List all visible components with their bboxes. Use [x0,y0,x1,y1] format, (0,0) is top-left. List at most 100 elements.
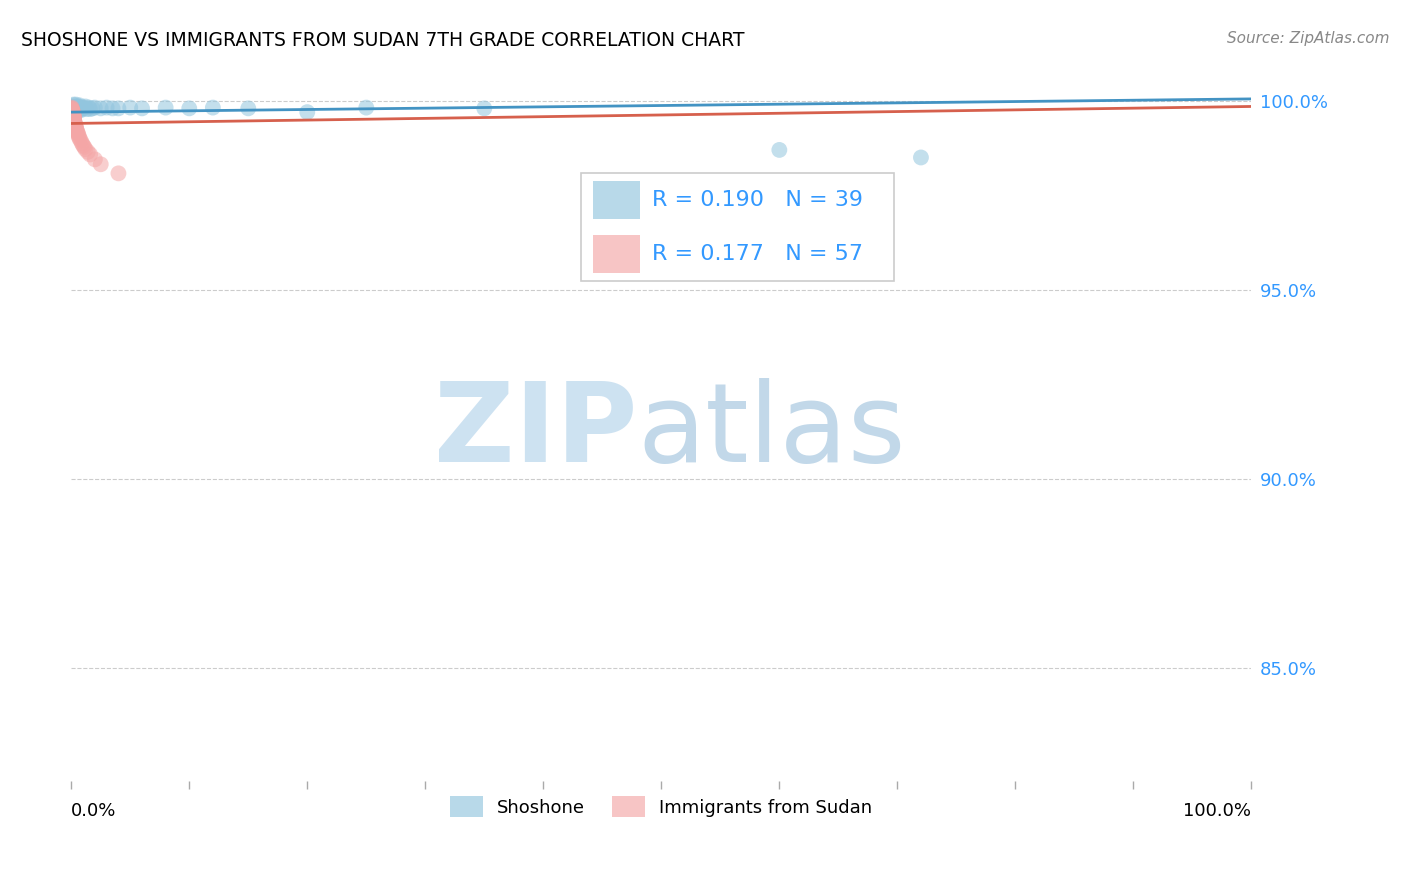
Point [60,104,83,119]
Point [69,133,91,147]
Point [131,101,153,115]
Point [82,101,104,115]
FancyBboxPatch shape [593,235,640,273]
Point [60,104,83,119]
Point [60,102,83,116]
Point [69,100,91,114]
Point [69,131,91,145]
Point [75,142,97,156]
Point [65,120,87,135]
Point [60,102,83,116]
Point [60,103,83,118]
Point [297,105,319,120]
Point [238,101,260,115]
Text: atlas: atlas [638,378,907,485]
Point [107,166,129,180]
Point [60,101,83,115]
Point [63,112,86,127]
Text: SHOSHONE VS IMMIGRANTS FROM SUDAN 7TH GRADE CORRELATION CHART: SHOSHONE VS IMMIGRANTS FROM SUDAN 7TH GR… [21,31,745,50]
Point [70,102,93,116]
Point [62,109,84,123]
Point [76,102,98,116]
Point [70,136,93,150]
Point [67,129,90,144]
Point [69,103,91,118]
Point [73,101,96,115]
Point [65,101,87,115]
Point [69,98,91,112]
Point [62,106,84,120]
Point [60,105,83,120]
Point [60,103,83,118]
FancyBboxPatch shape [581,173,894,281]
Point [62,97,84,112]
Point [60,101,83,115]
Point [75,99,97,113]
Text: ZIP: ZIP [434,378,638,485]
Point [356,101,378,115]
Point [62,107,84,121]
Point [62,108,84,122]
Point [73,140,96,154]
Point [77,101,100,115]
Text: 0.0%: 0.0% [72,802,117,820]
Legend: Shoshone, Immigrants from Sudan: Shoshone, Immigrants from Sudan [443,789,880,824]
Point [67,128,90,142]
Point [62,106,84,120]
Point [63,114,86,128]
Point [472,101,495,115]
Point [155,101,177,115]
Point [66,125,89,139]
Point [67,101,90,115]
Point [72,101,94,115]
Text: R = 0.177   N = 57: R = 0.177 N = 57 [652,244,863,264]
Point [101,101,124,115]
Point [120,101,142,115]
Point [62,111,84,125]
Point [63,116,86,130]
Point [83,101,105,115]
Point [63,117,86,131]
Point [79,147,101,161]
Point [62,103,84,118]
Point [62,99,84,113]
Point [90,157,112,171]
Point [62,110,84,124]
Point [63,113,86,128]
Point [63,103,86,118]
Point [66,126,89,140]
Point [62,109,84,123]
Text: Source: ZipAtlas.com: Source: ZipAtlas.com [1226,31,1389,46]
Point [65,97,87,112]
Text: 100.0%: 100.0% [1184,802,1251,820]
Point [65,123,87,137]
Point [63,116,86,130]
Point [63,111,86,125]
Point [62,104,84,119]
Point [72,138,94,153]
Point [90,101,112,115]
Point [62,110,84,124]
Point [63,112,86,126]
Point [63,116,86,130]
Point [79,102,101,116]
Point [179,101,201,115]
Point [65,122,87,136]
Point [65,119,87,133]
Point [62,101,84,115]
Point [60,106,83,120]
Point [107,101,129,115]
Point [62,108,84,122]
Point [910,151,932,165]
Point [67,103,90,118]
Point [768,143,790,157]
Point [62,105,84,120]
Point [66,102,89,116]
Point [65,121,87,136]
Point [62,108,84,122]
Point [69,101,91,115]
Text: R = 0.190   N = 39: R = 0.190 N = 39 [652,190,863,210]
Point [62,107,84,121]
Point [201,101,224,115]
Point [66,99,89,113]
